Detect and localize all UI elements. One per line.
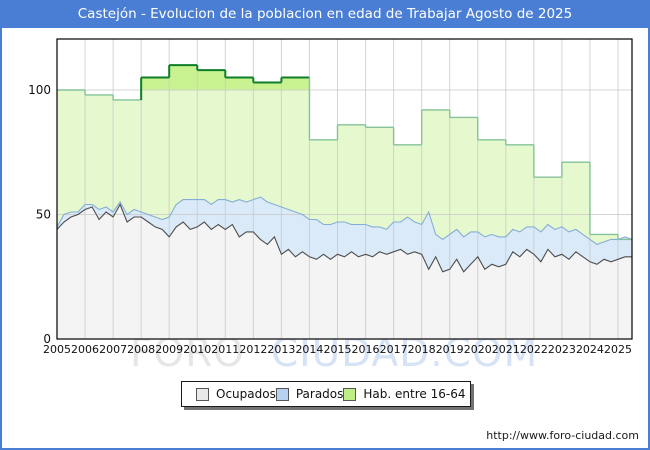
legend-box: Ocupados Parados Hab. entre 16-64 xyxy=(181,381,471,407)
legend-label: Ocupados xyxy=(216,387,276,401)
legend-item-parados: Parados xyxy=(275,387,344,401)
hab-area-over100-segment xyxy=(197,70,226,90)
hab-area-over100-segment xyxy=(169,65,198,90)
watermark: FORO CIUDAD.COM xyxy=(130,334,550,378)
x-tick-label: 2023 xyxy=(548,343,576,356)
x-tick-label: 2015 xyxy=(324,343,352,356)
x-tick-label: 2016 xyxy=(352,343,380,356)
x-tick-label: 2014 xyxy=(295,343,323,356)
legend-item-hab-entre-16-64: Hab. entre 16-64 xyxy=(343,387,465,401)
area-fill-layer xyxy=(57,65,632,340)
x-tick-label: 2017 xyxy=(380,343,408,356)
ocupados-area xyxy=(57,204,632,339)
y-tick-label: 0 xyxy=(43,332,51,346)
legend-swatch xyxy=(196,387,209,401)
x-tick-label: 2006 xyxy=(71,343,99,356)
x-tick-label: 2005 xyxy=(43,343,71,356)
x-tick-label: 2019 xyxy=(436,343,464,356)
legend-item-ocupados: Ocupados xyxy=(196,387,276,401)
legend-label: Parados xyxy=(295,387,344,401)
ocupados-line xyxy=(56,203,632,273)
x-tick-label: 2012 xyxy=(239,343,267,356)
hab-area-over100-segment xyxy=(225,77,254,90)
x-tick-label: 2020 xyxy=(464,343,492,356)
legend-swatch xyxy=(343,387,357,401)
hab-area-over100-segment xyxy=(253,82,282,90)
x-tick-label: 2021 xyxy=(492,343,520,356)
x-tick-label: 2018 xyxy=(408,343,436,356)
x-tick-label: 2025 xyxy=(604,343,632,356)
y-tick-label: 50 xyxy=(36,208,51,222)
x-tick-label: 2008 xyxy=(127,343,155,356)
x-tick-label: 2009 xyxy=(155,343,183,356)
legend-swatch xyxy=(275,387,289,401)
chart-title: Castejón - Evolucion de la poblacion en … xyxy=(2,2,648,28)
watermark-foro: FORO xyxy=(130,331,245,376)
grid-layer xyxy=(56,39,632,339)
x-tick-label: 2024 xyxy=(576,343,604,356)
x-tick-label: 2010 xyxy=(183,343,211,356)
x-tick-label: 2007 xyxy=(99,343,127,356)
x-tick-label: 2011 xyxy=(211,343,239,356)
series-line-layer xyxy=(56,64,633,273)
watermark-ciudad: CIUDAD.COM xyxy=(270,331,539,376)
parados-line xyxy=(56,196,633,246)
legend-label: Hab. entre 16-64 xyxy=(363,387,466,401)
hab-area-over100-segment xyxy=(141,77,170,90)
footer-url-link[interactable]: http://www.foro-ciudad.com xyxy=(486,429,639,442)
plot-border xyxy=(56,38,633,340)
x-tick-label: 2022 xyxy=(520,343,548,356)
y-tick-label: 100 xyxy=(28,83,51,97)
hab-area-over100-segment xyxy=(281,77,310,90)
x-tick-label: 2013 xyxy=(267,343,295,356)
parados-area xyxy=(57,197,632,272)
